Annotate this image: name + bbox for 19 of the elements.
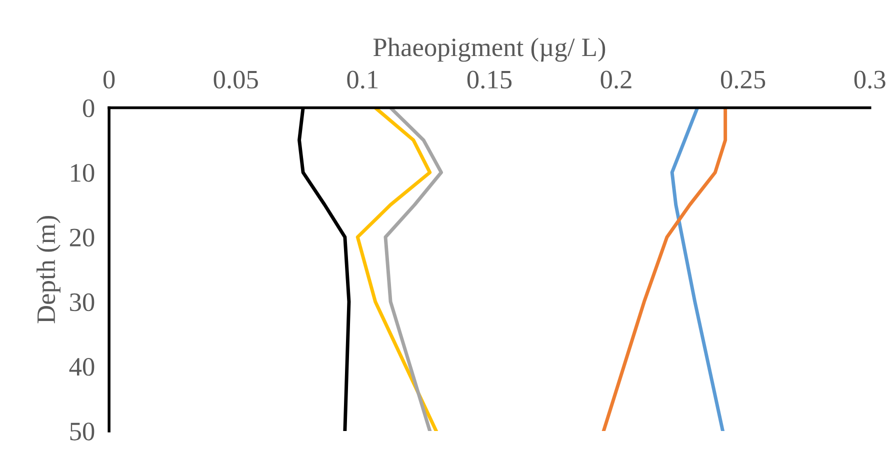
- x-tick-label: 0.2: [600, 70, 632, 89]
- y-tick-label: 0: [82, 99, 94, 118]
- x-tick-label: 0.05: [214, 70, 258, 89]
- x-tick-label: 0.25: [720, 70, 766, 89]
- y-tick-label: 10: [71, 164, 94, 182]
- y-tick-label: 40: [69, 358, 94, 376]
- line-series: [670, 108, 725, 432]
- x-tick-label: 0.3: [854, 70, 886, 89]
- line-series: [356, 108, 438, 432]
- line-series: [602, 108, 728, 432]
- x-tick-label: 0.1: [347, 70, 378, 89]
- y-tick-label: 50: [70, 422, 94, 440]
- x-tick-label: 0: [103, 70, 115, 89]
- y-tick-label: 20: [70, 228, 94, 246]
- x-tick-label: 0.15: [467, 70, 512, 89]
- y-axis-title: Depth (m): [36, 216, 60, 324]
- x-axis-title: Phaeopigment (µg/ L): [373, 38, 606, 62]
- y-tick-label: 30: [70, 293, 94, 312]
- line-series: [384, 108, 444, 432]
